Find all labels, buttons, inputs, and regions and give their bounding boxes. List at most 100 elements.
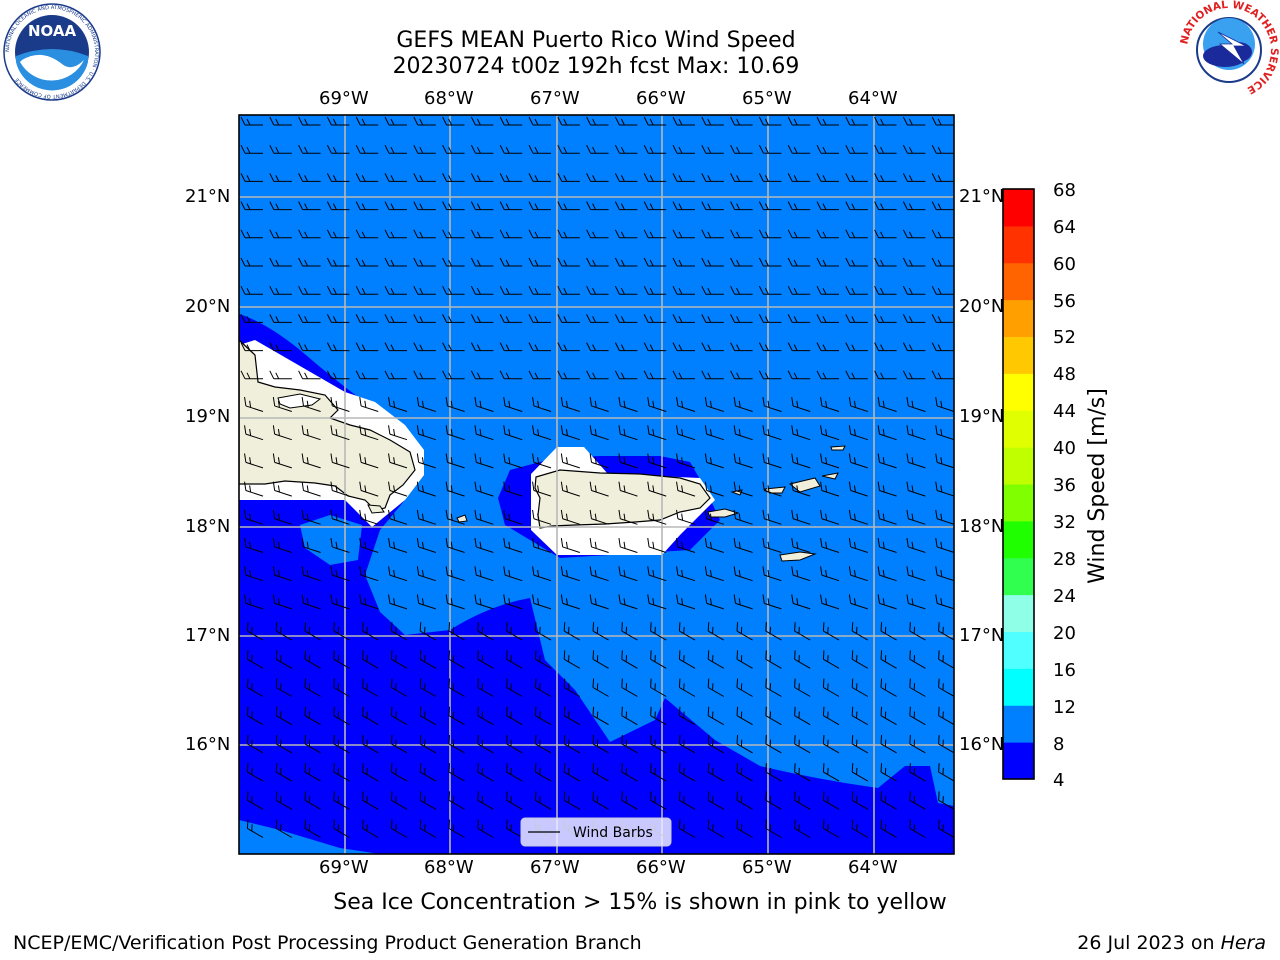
wind-barb [359, 509, 379, 525]
wind-barb [298, 144, 321, 154]
left-lat-labels: 21°N 20°N 19°N 18°N 17°N 16°N [180, 0, 236, 960]
wind-barb [938, 706, 954, 726]
wind-barb [506, 650, 523, 669]
wind-barb [301, 397, 321, 412]
wind-barb [448, 678, 465, 697]
wind-barb [672, 116, 695, 126]
wind-barb [499, 370, 523, 380]
wind-barb [390, 706, 408, 726]
wind-barb [388, 481, 408, 497]
wind-barb [794, 734, 811, 754]
wind-barb [762, 397, 782, 412]
wind-barb [246, 791, 264, 810]
wind-barb [560, 425, 580, 441]
wind-barb [272, 566, 292, 582]
wind-barb [736, 819, 753, 838]
wind-barb [586, 314, 609, 323]
footer-date-text: 26 Jul 2023 on [1077, 932, 1221, 954]
wind-barb [304, 622, 321, 641]
wind-barb [416, 453, 436, 469]
wind-barb [643, 342, 667, 352]
wind-barb [614, 173, 638, 182]
wind-barb [643, 314, 667, 323]
wind-barb [672, 144, 695, 154]
wind-barb [416, 566, 436, 582]
wind-barb [701, 173, 724, 182]
wind-barb [448, 650, 465, 669]
wind-barb [362, 706, 379, 726]
wind-barb [935, 566, 954, 582]
wind-barb [298, 314, 321, 323]
wind-barb [845, 370, 868, 380]
wind-barb [877, 509, 897, 525]
wind-barb [586, 257, 609, 267]
wind-barb [851, 678, 869, 697]
colorbar-tick-28: 28 [1053, 549, 1076, 570]
wind-barb [935, 453, 954, 469]
wind-barb [851, 819, 869, 838]
wind-barb [470, 173, 494, 182]
wind-barb [845, 144, 868, 154]
wind-barb [647, 509, 667, 525]
wind-barb [880, 678, 897, 697]
colorbar-tick-16: 16 [1053, 660, 1076, 681]
wind-barb [902, 229, 926, 239]
wind-barb [820, 566, 840, 582]
wind-barb [390, 763, 408, 782]
wind-barb [448, 791, 465, 810]
wind-barb [816, 342, 839, 352]
wind-barb [701, 342, 724, 352]
wind-barb [909, 706, 926, 726]
land-mona [456, 514, 468, 523]
bottom-lon-labels: 69°W 68°W 67°W 66°W 65°W 64°W [0, 857, 1280, 881]
wind-barb [477, 763, 494, 782]
wind-barb [848, 509, 868, 525]
colorbar-tick-12: 12 [1053, 697, 1076, 718]
wind-barb [413, 201, 436, 211]
wind-barb [557, 144, 580, 154]
wind-barb [499, 257, 523, 267]
wind-barb [442, 229, 465, 239]
wind-barb [362, 763, 379, 782]
wind-barb [333, 678, 350, 697]
colorbar-segment [1003, 447, 1034, 485]
wind-barb [791, 509, 811, 525]
wind-barb [330, 538, 350, 553]
wind-barb [298, 257, 321, 267]
wind-barb [880, 763, 897, 782]
wind-barb [304, 650, 321, 669]
wind-barb [672, 314, 695, 323]
colorbar-segment [1003, 520, 1034, 559]
wind-barb [614, 314, 638, 323]
wind-barb [848, 538, 868, 553]
wind-barb [419, 650, 437, 669]
wind-barb [614, 144, 638, 154]
wind-barb [470, 257, 494, 267]
wind-speed-map: Wind Barbs [238, 114, 955, 855]
wind-barb [931, 342, 954, 352]
wind-barb [618, 397, 638, 412]
wind-barb [822, 819, 840, 838]
wind-barb [384, 285, 407, 295]
wind-barb [416, 594, 436, 610]
wind-barb [442, 342, 465, 352]
gonave-bay [277, 393, 322, 409]
wind-barb [906, 509, 926, 525]
wind-barb [586, 116, 609, 126]
right-lat-label-17n: 17°N [959, 625, 1005, 646]
wind-barb [528, 201, 551, 211]
wind-barb [448, 763, 465, 782]
wind-barb [848, 594, 868, 610]
wind-barb [326, 285, 350, 295]
wind-barb [272, 425, 292, 441]
wind-barb [816, 144, 839, 154]
wind-barb [586, 201, 609, 211]
wind-barb [269, 229, 292, 239]
wind-barb [614, 201, 638, 211]
wind-barb [477, 734, 494, 754]
wind-barb [301, 453, 321, 469]
wind-barb [762, 594, 782, 610]
wind-barb [730, 201, 753, 211]
colorbar-tick-32: 32 [1053, 512, 1076, 533]
wind-barb [503, 397, 523, 412]
